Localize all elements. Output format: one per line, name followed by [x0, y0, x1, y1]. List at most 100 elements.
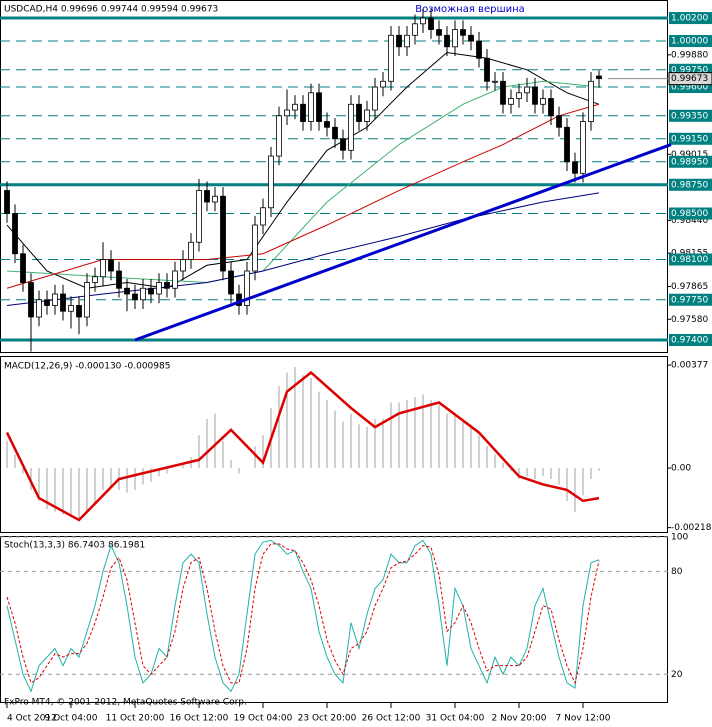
macd-title: MACD(12,26,9) -0.000130 -0.000985 — [4, 362, 170, 372]
candle-body — [188, 241, 194, 260]
moving-average — [6, 52, 600, 289]
price-panel — [0, 0, 668, 353]
candle-body — [476, 40, 482, 59]
candle-body — [148, 287, 154, 295]
candle-body — [220, 195, 226, 272]
y-tick-label: 0.98500 — [671, 209, 708, 219]
last-price-box — [668, 72, 712, 86]
moving-average — [6, 192, 600, 306]
x-tick-label: 31 Oct 04:00 — [426, 714, 485, 724]
candle-body — [420, 17, 426, 25]
candle-body — [316, 92, 322, 122]
candle-body — [284, 109, 290, 117]
candle-body — [228, 270, 234, 295]
y-tick-label: 0.99880 — [671, 50, 708, 60]
candle-body — [548, 98, 554, 117]
candle-body — [372, 86, 378, 111]
y-tick-label: 100 — [671, 533, 688, 543]
price-label-box — [669, 155, 712, 168]
candle-body — [180, 259, 186, 272]
candle-body — [20, 253, 26, 283]
x-tick-label: 11 Oct 20:00 — [106, 714, 165, 724]
candle-body — [12, 213, 18, 255]
candle-body — [140, 287, 146, 301]
candle-body — [588, 80, 594, 122]
candle-body — [132, 293, 138, 301]
candle-body — [308, 92, 314, 122]
candle-body — [460, 29, 466, 36]
candle-body — [380, 80, 386, 88]
stoch-panel — [0, 536, 668, 703]
price-label-box — [669, 12, 712, 25]
candle-body — [524, 86, 530, 94]
x-tick-label: 23 Oct 20:00 — [298, 714, 357, 724]
candle-body — [52, 293, 58, 306]
y-tick-label: 0.97750 — [671, 295, 708, 305]
candle-body — [212, 195, 218, 203]
macd-signal — [5, 370, 600, 522]
y-tick-label: 80 — [671, 567, 683, 577]
candle-body — [68, 305, 74, 312]
x-tick-label: 4 Oct 2012 — [7, 714, 57, 724]
candle-body — [444, 34, 450, 48]
stoch-main — [6, 539, 600, 693]
candle-body — [124, 287, 130, 295]
stoch-signal — [6, 543, 600, 685]
annotation: Возможная вершина — [415, 4, 525, 15]
y-tick-label: 0.99600 — [671, 83, 708, 93]
y-tick-label: 0.98950 — [671, 157, 708, 167]
y-tick-label: 0.97865 — [671, 282, 708, 292]
price-label-box — [669, 109, 712, 122]
candle-body — [396, 34, 402, 48]
y-tick-label: 0.98100 — [671, 255, 708, 265]
x-tick-label: 7 Nov 12:00 — [556, 714, 611, 724]
candle-body — [516, 92, 522, 99]
candle-body — [28, 282, 34, 318]
y-tick-label: 0.98750 — [671, 180, 708, 190]
y-tick-label: 0.97580 — [671, 315, 708, 325]
candle-body — [580, 121, 586, 174]
candle-body — [508, 98, 514, 105]
candle-body — [500, 80, 506, 105]
x-tick-label: 16 Oct 12:00 — [170, 714, 229, 724]
candle-body — [300, 103, 306, 122]
candle-body — [156, 282, 162, 295]
candle-body — [44, 299, 50, 306]
price-label-box — [669, 207, 712, 220]
x-tick-label: 9 Oct 04:00 — [45, 714, 98, 724]
y-tick-label: 0.99015 — [671, 150, 708, 160]
candle-body — [252, 224, 258, 272]
candle-body — [572, 161, 578, 174]
candle-body — [540, 98, 546, 105]
candle-body — [492, 80, 498, 83]
x-tick-label: 19 Oct 04:00 — [234, 714, 293, 724]
candle-body — [428, 17, 434, 30]
candle-body — [348, 103, 354, 151]
candle-body — [564, 126, 570, 163]
candle-body — [60, 293, 66, 312]
price-label-box — [669, 132, 712, 145]
y-tick-label: 1.00200 — [671, 14, 708, 24]
candle-body — [196, 190, 202, 243]
candle-body — [164, 282, 170, 289]
candle-body — [364, 109, 370, 122]
candle-body — [292, 103, 298, 111]
candle-body — [436, 29, 442, 36]
candle-body — [100, 259, 106, 278]
candle-body — [404, 34, 410, 48]
x-tick-label: 26 Oct 12:00 — [362, 714, 421, 724]
y-tick-label: 0.99150 — [671, 134, 708, 144]
candle-body — [276, 115, 282, 157]
candle-body — [484, 57, 490, 82]
candle-body — [596, 75, 602, 80]
price-label-box — [669, 333, 712, 346]
candle-body — [260, 207, 266, 226]
y-tick-label: -0.00218 — [671, 523, 712, 533]
trendline — [134, 143, 672, 342]
candle-body — [36, 299, 42, 318]
candle-body — [356, 103, 362, 122]
y-tick-label: 0.00377 — [671, 361, 708, 371]
candle-body — [332, 126, 338, 140]
candle-body — [84, 282, 90, 318]
last-price-label: 0.99673 — [671, 74, 708, 84]
